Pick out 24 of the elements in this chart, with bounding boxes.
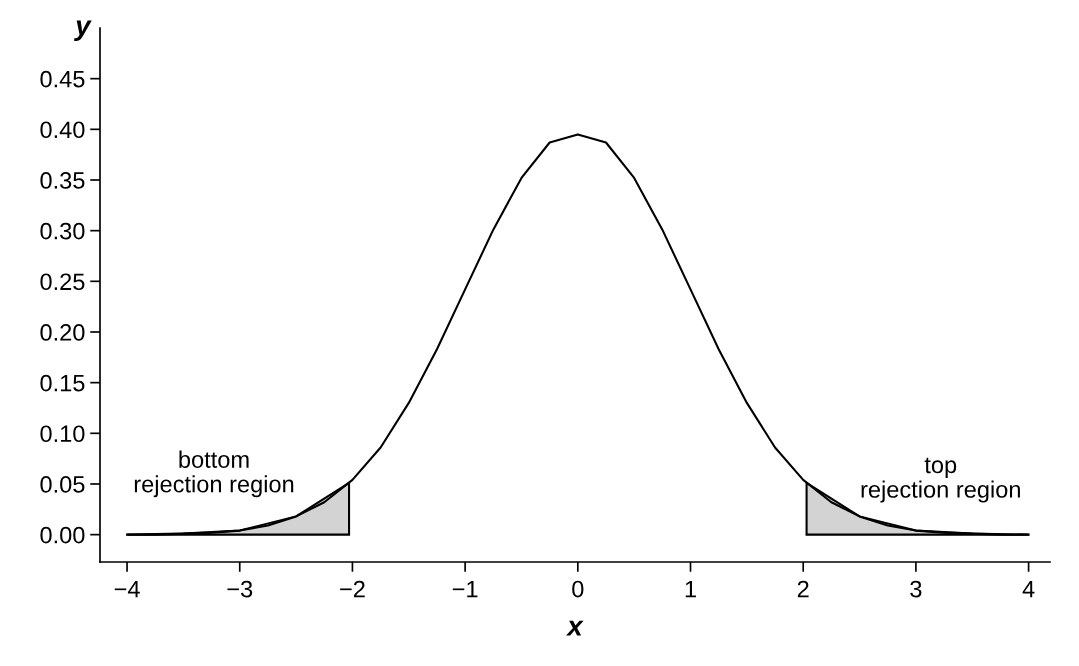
x-tick-label: −3	[227, 580, 253, 598]
x-tick-label: 1	[685, 580, 696, 598]
y-tick-label: 0.00	[40, 526, 85, 544]
y-tick-label: 0.25	[40, 273, 85, 291]
y-tick-label: 0.20	[40, 324, 85, 341]
x-tick-label: 3	[910, 580, 922, 598]
y-tick-label: 0.05	[40, 476, 85, 493]
y-tick-label: 0.45	[40, 70, 85, 88]
x-tick-label: −2	[340, 580, 365, 598]
y-tick-label: 0.10	[40, 425, 85, 443]
x-tick-label: 4	[1022, 580, 1035, 598]
x-tick-label: −1	[452, 580, 478, 598]
y-tick-label: 0.15	[40, 374, 85, 392]
y-tick-label: 0.35	[40, 172, 85, 189]
annotation: top rejection region	[861, 457, 1020, 503]
y-tick-label: 0.40	[40, 121, 85, 139]
y-tick-label: 0.30	[40, 222, 85, 240]
line-series	[126, 133, 1030, 536]
y-axis-title: y	[74, 20, 92, 41]
annotation: bottom rejection region	[134, 450, 294, 498]
x-tick-label: 0	[572, 580, 584, 598]
x-tick-label: −4	[114, 580, 140, 598]
x-tick-label: 2	[797, 580, 809, 598]
x-axis-title: x	[566, 620, 584, 636]
